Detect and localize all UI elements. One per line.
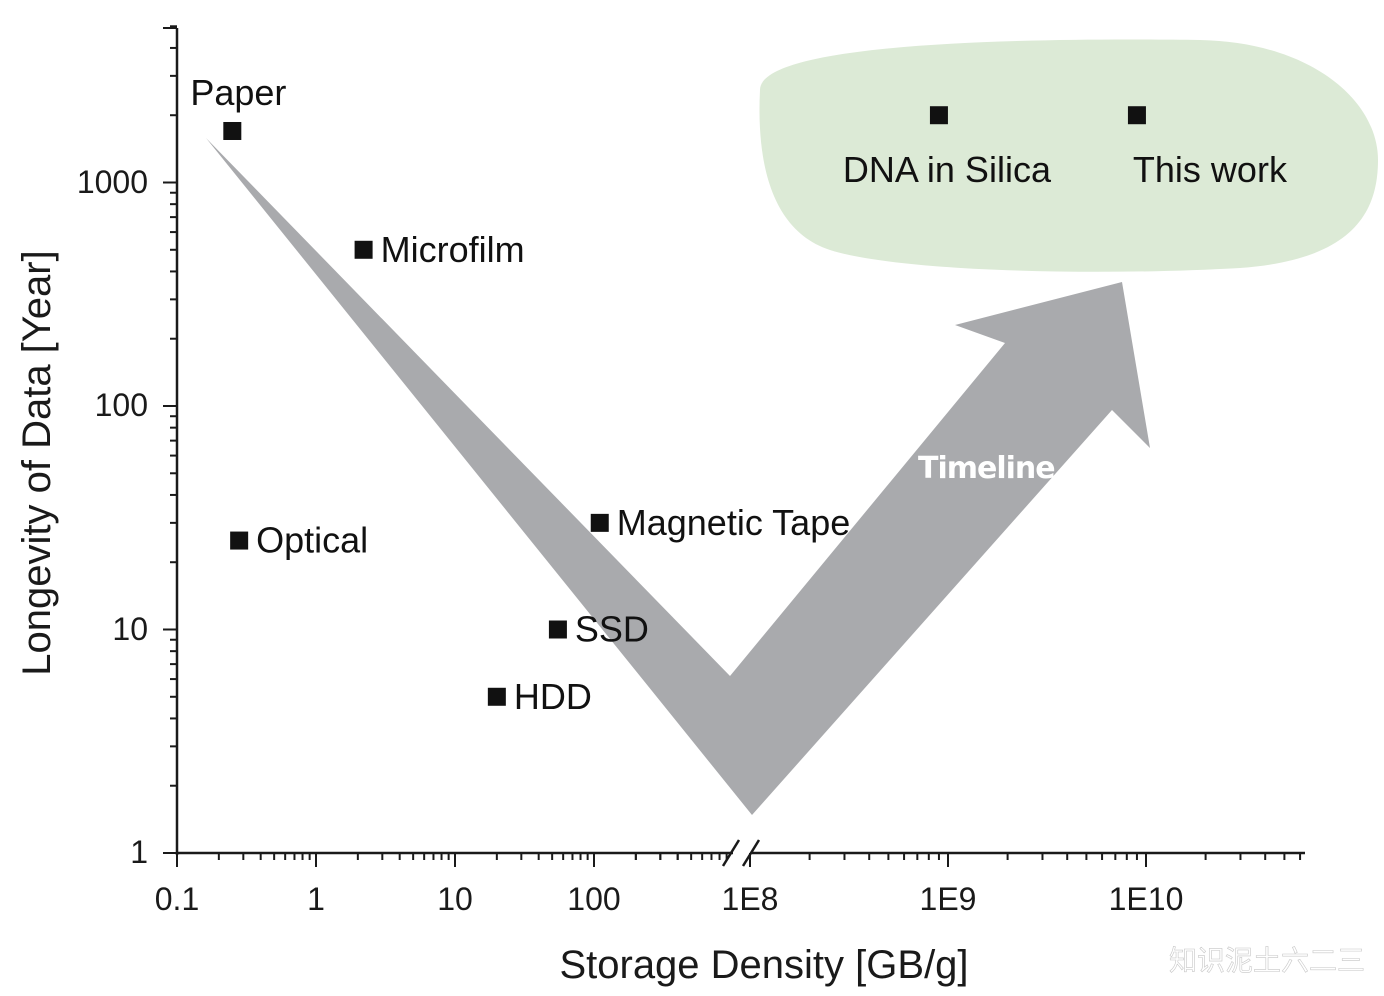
data-point-label: Paper [190, 72, 286, 113]
data-point-marker [929, 106, 948, 125]
x-tick-label: 100 [567, 881, 620, 917]
x-tick-label: 10 [437, 881, 473, 917]
x-axis-title: Storage Density [GB/g] [559, 943, 968, 987]
axis-ticks [163, 25, 1302, 867]
x-tick-label: 0.1 [155, 881, 199, 917]
x-tick-label: 1E9 [920, 881, 977, 917]
data-point-marker [487, 687, 506, 706]
data-point-label: Microfilm [381, 229, 525, 270]
data-point-marker [548, 620, 567, 639]
y-tick-label: 1 [130, 834, 148, 870]
data-points: Paper Microfilm Optical Magnetic Tape SSD HDD… [190, 72, 1288, 717]
data-point-label: DNA in Silica [843, 149, 1052, 190]
timeline-arrow [206, 138, 1150, 815]
data-point-marker [1127, 106, 1146, 125]
data-point-label: Optical [256, 520, 368, 561]
x-tick-label: 1E8 [722, 881, 779, 917]
data-point-label: Magnetic Tape [617, 502, 851, 543]
watermark: 知识泥土六二三 [1169, 944, 1365, 977]
y-tick-label: 100 [95, 387, 148, 423]
data-point-marker [223, 121, 242, 140]
x-tick-label: 1 [307, 881, 325, 917]
y-axis-title: Longevity of Data [Year] [15, 250, 59, 675]
x-tick-label: 1E10 [1109, 881, 1184, 917]
data-point-marker [230, 531, 249, 550]
data-point-label: This work [1133, 149, 1288, 190]
data-point-marker [590, 513, 609, 532]
timeline-label: Timeline [918, 451, 1055, 486]
y-tick-label: 10 [112, 611, 148, 647]
y-tick-label: 1000 [77, 164, 148, 200]
data-point-label: HDD [514, 676, 592, 717]
data-point-marker [354, 240, 373, 259]
data-point-label: SSD [575, 609, 649, 650]
axis-break-mark-1 [721, 839, 741, 867]
highlight-region [759, 39, 1378, 272]
